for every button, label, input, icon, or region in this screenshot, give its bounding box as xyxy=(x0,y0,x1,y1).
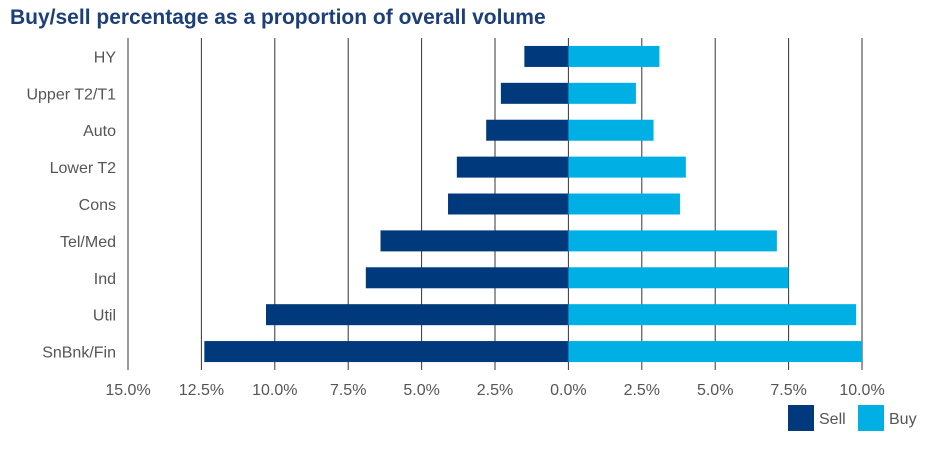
bar-sell-2 xyxy=(486,119,569,141)
bar-buy-6 xyxy=(568,267,789,289)
category-label-6: Ind xyxy=(94,271,116,288)
bar-sell-3 xyxy=(456,156,569,178)
tick-label-8: 5.0% xyxy=(697,382,733,399)
bar-sell-4 xyxy=(448,193,569,215)
category-label-7: Util xyxy=(93,308,116,325)
category-labels: HY Upper T2/T1 Auto Lower T2 Cons Tel/Med Ind U… xyxy=(26,49,116,361)
legend-label-sell: Sell xyxy=(819,411,846,428)
legend-swatch-sell xyxy=(788,405,814,431)
category-label-3: Lower T2 xyxy=(50,160,117,177)
tick-label-4: 5.0% xyxy=(403,382,439,399)
legend-swatch-buy xyxy=(858,405,884,431)
category-label-2: Auto xyxy=(83,123,116,140)
bar-sell-7 xyxy=(265,304,569,326)
tick-label-7: 2.5% xyxy=(624,382,660,399)
bar-buy-0 xyxy=(568,45,660,67)
category-label-0: HY xyxy=(94,49,117,66)
tick-label-10: 10.0% xyxy=(839,382,884,399)
tick-label-2: 10.0% xyxy=(252,382,297,399)
tick-label-3: 7.5% xyxy=(330,382,366,399)
category-label-1: Upper T2/T1 xyxy=(26,86,116,103)
bar-buy-4 xyxy=(568,193,680,215)
bar-sell-8 xyxy=(204,341,569,363)
bar-buy-1 xyxy=(568,82,636,104)
bar-sell-5 xyxy=(380,230,569,252)
tick-label-5: 2.5% xyxy=(477,382,513,399)
bar-sell-1 xyxy=(500,82,569,104)
category-label-8: SnBnk/Fin xyxy=(42,345,116,362)
tick-label-0: 15.0% xyxy=(105,382,150,399)
x-axis-tick-labels: 15.0% 12.5% 10.0% 7.5% 5.0% 2.5% 0.0% 2.5% 5.0% 7… xyxy=(105,382,884,399)
legend-label-buy: Buy xyxy=(889,411,917,428)
legend: Sell Buy xyxy=(788,405,917,431)
bars xyxy=(204,45,862,363)
bar-buy-7 xyxy=(568,304,857,326)
bar-buy-8 xyxy=(568,341,862,363)
bar-sell-0 xyxy=(524,45,569,67)
bar-buy-3 xyxy=(568,156,686,178)
tick-label-9: 7.5% xyxy=(770,382,806,399)
tick-label-6: 0.0% xyxy=(550,382,586,399)
chart-title: Buy/sell percentage as a proportion of o… xyxy=(10,6,546,29)
bar-sell-6 xyxy=(365,267,569,289)
bar-buy-2 xyxy=(568,119,654,141)
tick-label-1: 12.5% xyxy=(179,382,224,399)
bar-buy-5 xyxy=(568,230,777,252)
category-label-5: Tel/Med xyxy=(60,234,116,251)
category-label-4: Cons xyxy=(79,197,116,214)
